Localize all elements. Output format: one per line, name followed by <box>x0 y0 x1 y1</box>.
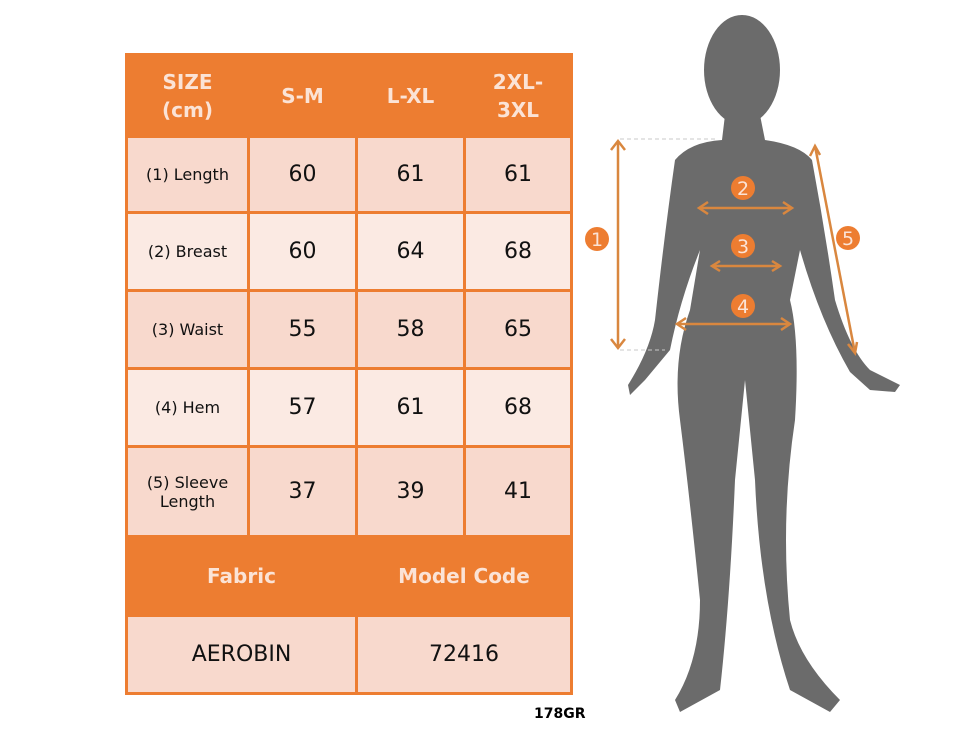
size-chart-table: SIZE (cm) S-M L-XL 2XL- 3XL (1) Length 60 … <box>125 53 573 695</box>
marker-2-icon <box>731 176 755 200</box>
marker-3-icon <box>731 234 755 258</box>
row-label: (5) Sleeve Length <box>125 445 250 538</box>
marker-5-icon <box>836 226 860 250</box>
cell: 68 <box>463 367 573 448</box>
table-row: (4) Hem 57 61 68 <box>125 367 573 448</box>
cell: 61 <box>355 367 466 448</box>
measure-markers: 1 2 3 4 5 <box>585 176 860 318</box>
header-2xl-3xl: 2XL- 3XL <box>463 53 573 138</box>
fabric-value: AEROBIN <box>125 614 358 695</box>
cell: 65 <box>463 289 573 370</box>
cell: 60 <box>247 211 358 292</box>
cell: 61 <box>463 135 573 214</box>
marker-2-label: 2 <box>737 178 749 200</box>
model-code-value: 72416 <box>355 614 573 695</box>
guide-lines <box>620 138 715 351</box>
cell: 68 <box>463 211 573 292</box>
header-s-m: S-M <box>247 53 358 138</box>
header-text: SIZE <box>162 69 213 94</box>
cell: 58 <box>355 289 466 370</box>
row-label: (1) Length <box>125 135 250 214</box>
cell: 37 <box>247 445 358 538</box>
header-text: 3XL <box>496 97 540 122</box>
cell: 41 <box>463 445 573 538</box>
product-code: 178GR <box>534 706 586 722</box>
table-row: (2) Breast 60 64 68 <box>125 211 573 292</box>
row-label-text: (5) Sleeve <box>146 472 229 492</box>
measure-arrows <box>610 138 859 356</box>
table-row: (3) Waist 55 58 65 <box>125 289 573 370</box>
marker-1-icon <box>585 227 609 251</box>
header-text: (cm) <box>162 97 213 122</box>
footer-row: AEROBIN 72416 <box>125 614 573 695</box>
row-label: (2) Breast <box>125 211 250 292</box>
row-label: (4) Hem <box>125 367 250 448</box>
cell: 61 <box>355 135 466 214</box>
row-label-text: Length <box>159 491 216 511</box>
cell: 55 <box>247 289 358 370</box>
marker-3-label: 3 <box>737 236 749 258</box>
table-row: (1) Length 60 61 61 <box>125 135 573 214</box>
marker-1-label: 1 <box>591 229 603 251</box>
row-label: (3) Waist <box>125 289 250 370</box>
body-silhouette-figure: 1 2 3 4 5 <box>585 15 900 712</box>
cell: 60 <box>247 135 358 214</box>
cell: 64 <box>355 211 466 292</box>
footer-header-row: Fabric Model Code <box>125 535 573 617</box>
header-row: SIZE (cm) S-M L-XL 2XL- 3XL <box>125 53 573 138</box>
header-fabric: Fabric <box>125 535 358 617</box>
header-l-xl: L-XL <box>355 53 466 138</box>
cell: 39 <box>355 445 466 538</box>
header-text: 2XL- <box>492 69 544 94</box>
marker-4-icon <box>731 294 755 318</box>
header-model-code: Model Code <box>355 535 573 617</box>
marker-4-label: 4 <box>737 296 749 318</box>
silhouette-icon <box>628 15 900 712</box>
marker-5-label: 5 <box>842 228 854 250</box>
header-size: SIZE (cm) <box>125 53 250 138</box>
cell: 57 <box>247 367 358 448</box>
table-row: (5) Sleeve Length 37 39 41 <box>125 445 573 538</box>
